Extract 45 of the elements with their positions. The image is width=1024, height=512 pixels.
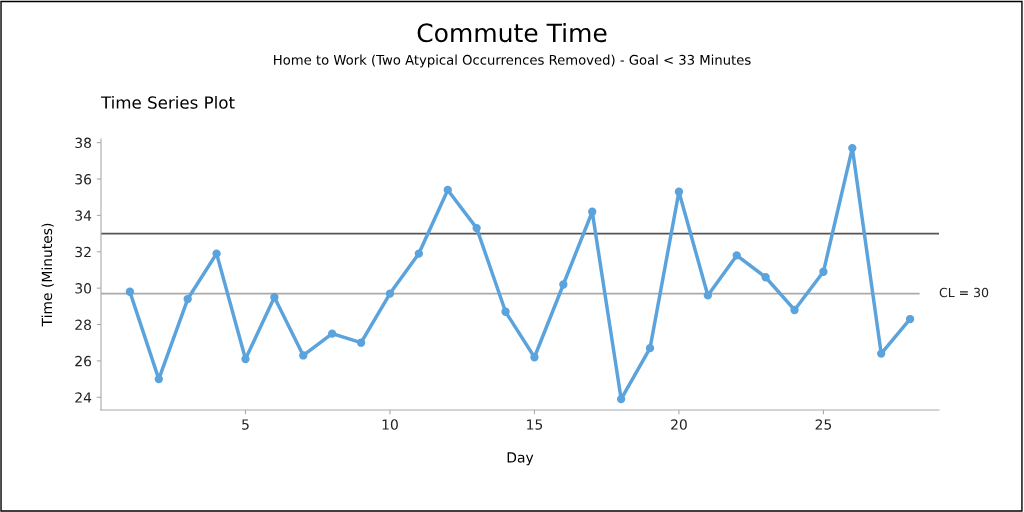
y-tick-label: 38 — [75, 137, 92, 149]
x-tick-label: 25 — [815, 419, 832, 430]
point — [616, 394, 626, 404]
y-tick-label: 28 — [75, 319, 92, 330]
point — [848, 143, 857, 153]
point — [732, 251, 741, 260]
y-tick-label: 26 — [75, 355, 92, 367]
point — [212, 249, 221, 258]
y-tick-label: 34 — [75, 210, 92, 221]
point — [530, 353, 539, 362]
y-tick-label: 30 — [75, 283, 92, 294]
point — [819, 267, 828, 276]
point — [125, 287, 135, 296]
x-axis-title: Day — [507, 452, 534, 466]
point — [588, 207, 597, 216]
x-tick-label: 15 — [527, 419, 543, 430]
point — [905, 314, 915, 324]
point — [501, 307, 510, 316]
point — [270, 293, 279, 302]
y-tick-label: 36 — [75, 173, 92, 185]
y-tick-label: 24 — [75, 392, 92, 403]
point — [385, 289, 395, 298]
text: Time Series Plot — [100, 95, 235, 109]
point — [299, 351, 308, 360]
ref-line-label: CL = 30 — [939, 287, 989, 298]
point — [356, 338, 366, 347]
point — [877, 349, 886, 358]
x-tick-label: 20 — [671, 419, 687, 430]
x-tick-label: 10 — [382, 419, 398, 430]
y-axis-title: Time (Minutes) — [41, 223, 54, 327]
point — [674, 187, 684, 196]
point — [703, 291, 712, 300]
point — [472, 223, 481, 233]
point — [183, 294, 192, 304]
y-tick-label: 32 — [75, 246, 91, 258]
point — [414, 249, 424, 258]
point — [443, 185, 452, 195]
chart-subtitle: Home to Work (Two Atypical Occurrences Removed) - Goal < 33 Minutes — [274, 54, 751, 68]
point — [328, 329, 337, 338]
point — [645, 343, 655, 353]
chart-title: Commute Time — [417, 22, 607, 43]
x-tick-label: 5 — [242, 419, 249, 430]
point — [559, 280, 568, 289]
point — [761, 273, 770, 282]
point — [790, 305, 799, 315]
